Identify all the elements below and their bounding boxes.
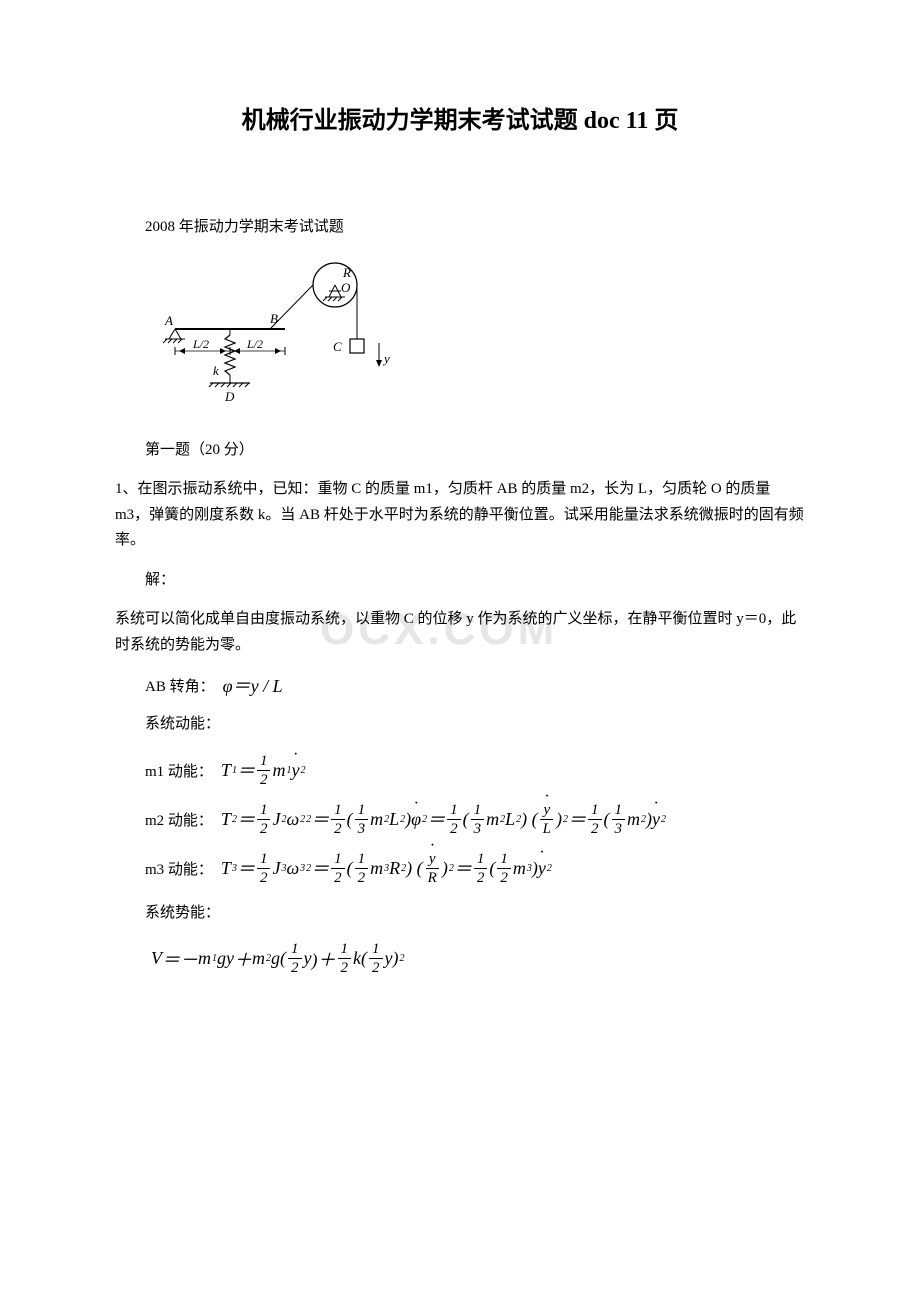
ke-label: 系统动能： bbox=[115, 712, 805, 738]
label-R: R bbox=[342, 265, 351, 280]
m1-ke-label: m1 动能： bbox=[115, 760, 213, 781]
v-formula: V＝－ m1 gy＋ m2 g (12 y)＋ 12 k (12 y)2 bbox=[151, 940, 805, 977]
m3-ke-label: m3 动能： bbox=[115, 858, 213, 879]
subtitle: 2008 年振动力学期末考试试题 bbox=[115, 215, 805, 241]
t2-line: m2 动能： T2＝ 12 J2 ω22＝ 12 (13 m2 L2) φ2＝ … bbox=[115, 801, 805, 838]
t3-line: m3 动能： T3＝ 12 J3 ω32＝ 12 (12 m3 R2) (yR)… bbox=[115, 850, 805, 887]
problem-figure: R O A B bbox=[155, 257, 805, 422]
label-B: B bbox=[270, 311, 278, 326]
label-y: y bbox=[382, 351, 390, 366]
solution-label: 解： bbox=[115, 568, 805, 594]
solution-p1: 系统可以简化成单自由度振动系统，以重物 C 的位移 y 作为系统的广义坐标，在静… bbox=[115, 607, 805, 658]
ab-angle-line: AB 转角： φ＝y / L bbox=[115, 672, 805, 698]
ab-angle-label: AB 转角： bbox=[115, 675, 215, 696]
page-title: 机械行业振动力学期末考试试题 doc 11 页 bbox=[115, 100, 805, 135]
label-C: C bbox=[333, 339, 342, 354]
pe-label: 系统势能： bbox=[115, 901, 805, 927]
q1-body: 1、在图示振动系统中，已知：重物 C 的质量 m1，匀质杆 AB 的质量 m2，… bbox=[115, 477, 805, 554]
m2-ke-label: m2 动能： bbox=[115, 809, 213, 830]
label-L2b: L/2 bbox=[246, 337, 263, 351]
label-k: k bbox=[213, 363, 219, 378]
label-L2a: L/2 bbox=[192, 337, 209, 351]
label-O: O bbox=[341, 280, 351, 295]
ab-angle-formula: φ＝y / L bbox=[223, 672, 283, 698]
label-A: A bbox=[164, 313, 173, 328]
label-D: D bbox=[224, 389, 235, 404]
q1-heading: 第一题（20 分） bbox=[115, 438, 805, 464]
t1-line: m1 动能： T1＝ 12 m1 y2 bbox=[115, 752, 805, 789]
